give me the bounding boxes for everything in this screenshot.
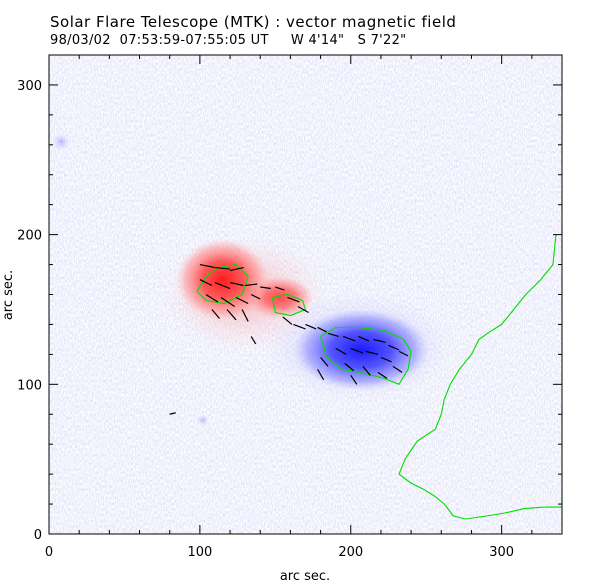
field-vector — [320, 356, 329, 367]
contour-limb-boundary — [398, 234, 562, 520]
field-vector — [343, 335, 356, 342]
positive-core — [176, 238, 269, 321]
plot-title: Solar Flare Telescope (MTK) : vector mag… — [50, 13, 457, 31]
field-vector — [293, 323, 306, 330]
image-area — [49, 55, 562, 534]
field-vector — [282, 316, 293, 325]
contour-negative-core — [320, 326, 412, 385]
field-vector — [350, 347, 364, 354]
field-vector — [365, 350, 379, 355]
field-vector — [214, 281, 231, 290]
x-tick-label: 200 — [338, 545, 363, 560]
negative-edge-patch — [52, 132, 71, 151]
field-vector — [388, 344, 400, 351]
field-vector — [317, 369, 325, 381]
negative-small-patch — [196, 414, 209, 427]
field-vector — [211, 309, 220, 319]
field-vector — [362, 365, 371, 376]
field-vector — [235, 296, 249, 305]
x-tick-label: 0 — [45, 545, 53, 560]
field-contours — [196, 234, 562, 520]
negative-core — [293, 309, 430, 391]
field-vector — [335, 347, 347, 355]
field-vector — [205, 293, 219, 303]
observation-info: 98/03/02 07:53:59-07:55:05 UT W 4'14" S … — [50, 33, 407, 48]
field-vector — [250, 293, 261, 300]
y-tick-label: 100 — [17, 378, 42, 393]
axis-ticks: 0 100 200 300 0 100 200 300 — [17, 54, 563, 560]
field-vector — [169, 412, 176, 415]
field-vector — [199, 278, 213, 287]
field-vector — [250, 336, 257, 345]
field-vector — [373, 338, 386, 343]
field-vector — [398, 350, 409, 357]
x-tick-label: 100 — [187, 545, 212, 560]
y-tick-label: 200 — [17, 229, 42, 244]
field-vector — [241, 309, 249, 322]
field-vector — [226, 309, 237, 321]
x-axis-label: arc sec. — [280, 569, 330, 584]
field-vector — [344, 362, 355, 372]
field-vector — [260, 286, 271, 290]
field-vector — [358, 335, 370, 342]
field-vector — [229, 281, 244, 287]
field-vector — [220, 296, 235, 307]
contour-positive-core — [196, 264, 249, 305]
transverse-field-vectors — [169, 263, 409, 415]
field-vector — [214, 266, 231, 270]
field-vector — [287, 296, 300, 303]
y-axis-label: arc sec. — [1, 270, 16, 320]
contour-positive-secondary — [271, 293, 307, 317]
field-vector — [327, 332, 339, 337]
field-vector — [380, 356, 392, 363]
field-vector — [392, 365, 403, 373]
field-vector — [377, 371, 388, 379]
x-tick-label: 300 — [489, 545, 514, 560]
field-vector — [297, 305, 309, 313]
y-tick-label: 0 — [34, 528, 42, 543]
field-vector — [350, 374, 358, 385]
field-vector — [317, 326, 327, 333]
field-vector — [229, 266, 244, 272]
field-vector — [199, 263, 216, 269]
field-vector — [245, 283, 258, 287]
field-vector — [275, 286, 285, 291]
y-tick-label: 300 — [17, 79, 42, 94]
field-vector — [305, 323, 317, 330]
